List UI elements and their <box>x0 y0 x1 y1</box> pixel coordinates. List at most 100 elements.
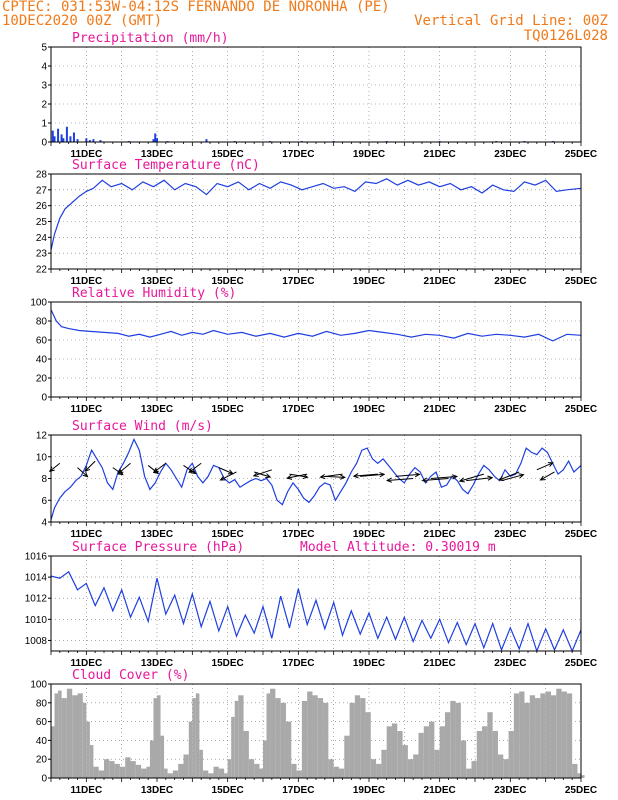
x-tick-label: 13DEC <box>141 276 173 287</box>
cloud-bar <box>58 690 62 778</box>
cloud-bar <box>213 766 219 778</box>
panel-title: Surface Temperature (nC) <box>72 158 260 173</box>
panel-frame <box>50 173 582 270</box>
wind-arrow-head <box>547 462 554 467</box>
wind-vector <box>422 478 449 481</box>
cloud-bar <box>266 693 271 778</box>
x-tick-label: 17DEC <box>282 785 314 796</box>
cloud-bar <box>328 759 334 778</box>
series-line <box>51 437 581 520</box>
panel-3: 0 20 40 60 80 100 11DEC 13DEC 15DEC 17DEC 19DEC 21D… <box>30 286 597 415</box>
cloud-bar <box>434 749 440 778</box>
wind-arrow-head <box>265 473 272 479</box>
cloud-bar <box>360 698 366 778</box>
cloud-bar <box>370 759 377 778</box>
y-tick-label: 60 <box>36 717 48 728</box>
x-tick-label: 23DEC <box>494 785 526 796</box>
x-tick-label: 25DEC <box>565 785 597 796</box>
wind-arrow-head <box>340 474 346 480</box>
y-tick-label: 20 <box>36 374 48 385</box>
cloud-bar <box>234 700 239 778</box>
precip-bar <box>99 140 102 142</box>
wind-arrow-head <box>188 467 195 473</box>
cloud-bar <box>86 721 90 778</box>
cloud-bar <box>188 721 193 778</box>
cloud-bar <box>114 763 120 778</box>
x-tick-label: 15DEC <box>212 404 244 415</box>
cloud-bar <box>333 766 339 778</box>
series-line <box>51 178 581 251</box>
wind-vector <box>112 467 124 476</box>
cloud-bar <box>460 740 467 778</box>
cloud-bar <box>51 726 55 778</box>
x-tick-label: 23DEC <box>494 404 526 415</box>
cloud-bar <box>349 702 355 778</box>
cloud-bar <box>492 731 498 778</box>
wind-vector <box>118 462 131 474</box>
cloud-bar <box>259 768 263 778</box>
cloud-bar <box>561 691 567 778</box>
cloud-bar <box>208 773 214 778</box>
wind-vector <box>540 471 555 481</box>
x-tick-label: 25DEC <box>565 149 597 160</box>
cloud-bar <box>556 688 562 778</box>
y-tick-label: 1012 <box>25 594 48 605</box>
x-tick-label: 11DEC <box>70 404 102 415</box>
panel-2: 22 23 24 25 26 27 28 11DEC 13DEC 15DEC 17DEC 19DEC 2… <box>36 158 597 287</box>
cloud-bar <box>402 745 408 778</box>
wind-arrow-head <box>219 475 226 481</box>
cloud-bar <box>413 754 419 778</box>
cloud-bar <box>77 693 83 778</box>
panel-title: Surface Wind (m/s) <box>72 419 213 434</box>
x-tick-label: 11DEC <box>70 529 102 540</box>
cloud-bar <box>439 726 445 778</box>
cloud-bar <box>418 732 424 778</box>
x-tick-label: 13DEC <box>141 404 173 415</box>
cloud-bar <box>248 759 255 778</box>
panel-6: 0 20 40 60 80 100 11DEC 13DEC 15DEC 17DEC 19DEC 21D… <box>30 668 597 796</box>
y-tick-label: 10 <box>36 452 48 463</box>
y-tick-label: 27 <box>36 185 48 196</box>
cloud-bar <box>312 695 318 778</box>
y-tick-label: 6 <box>41 496 47 507</box>
x-tick-label: 17DEC <box>282 276 314 287</box>
cloud-bar <box>285 721 292 778</box>
x-tick-label: 25DEC <box>565 658 597 669</box>
panel-frame <box>50 683 582 779</box>
wind-arrow-head <box>421 477 428 483</box>
wind-arrow-head <box>414 472 421 478</box>
cloud-bar <box>529 695 536 778</box>
header-init-time: 10DEC2020 00Z (GMT) <box>2 13 162 29</box>
cloud-bar <box>344 735 350 778</box>
y-tick-label: 1010 <box>25 615 48 626</box>
cloud-bar <box>72 695 78 778</box>
x-tick-label: 13DEC <box>141 658 173 669</box>
wind-vector <box>320 473 343 478</box>
cloud-bar <box>487 712 493 778</box>
wind-vector <box>77 467 88 477</box>
cloud-bar <box>119 766 126 778</box>
panel-title: Surface Pressure (hPa) <box>72 540 244 555</box>
panel-title: Precipitation (mm/h) <box>72 31 229 46</box>
wind-vector <box>353 473 378 477</box>
cloud-bar <box>317 698 324 778</box>
panel-4: 4 6 8 10 12 11DEC 13DEC 15DEC 17DEC 19DEC 21DEC 23D… <box>36 419 597 540</box>
cloud-bar <box>199 749 203 778</box>
x-tick-label: 11DEC <box>70 658 102 669</box>
cloud-bar <box>386 726 392 778</box>
x-tick-label: 15DEC <box>212 785 244 796</box>
x-tick-label: 21DEC <box>424 529 456 540</box>
x-tick-label: 23DEC <box>494 276 526 287</box>
wind-arrow-head <box>319 473 326 480</box>
wind-arrow-head <box>117 470 124 476</box>
cloud-bar <box>164 768 168 778</box>
panel-title: Relative Humidity (%) <box>72 286 236 301</box>
panel-1: 0 1 2 3 4 5 11DEC 13DEC 15DEC 17DEC 19DEC 21DEC 23DE… <box>41 31 597 160</box>
x-tick-label: 15DEC <box>212 276 244 287</box>
wind-vector <box>188 462 202 473</box>
wind-vector <box>218 467 234 475</box>
x-tick-label: 21DEC <box>424 404 456 415</box>
cloud-bar <box>550 695 557 778</box>
wind-vector <box>287 473 308 479</box>
cloud-bar <box>476 731 483 778</box>
